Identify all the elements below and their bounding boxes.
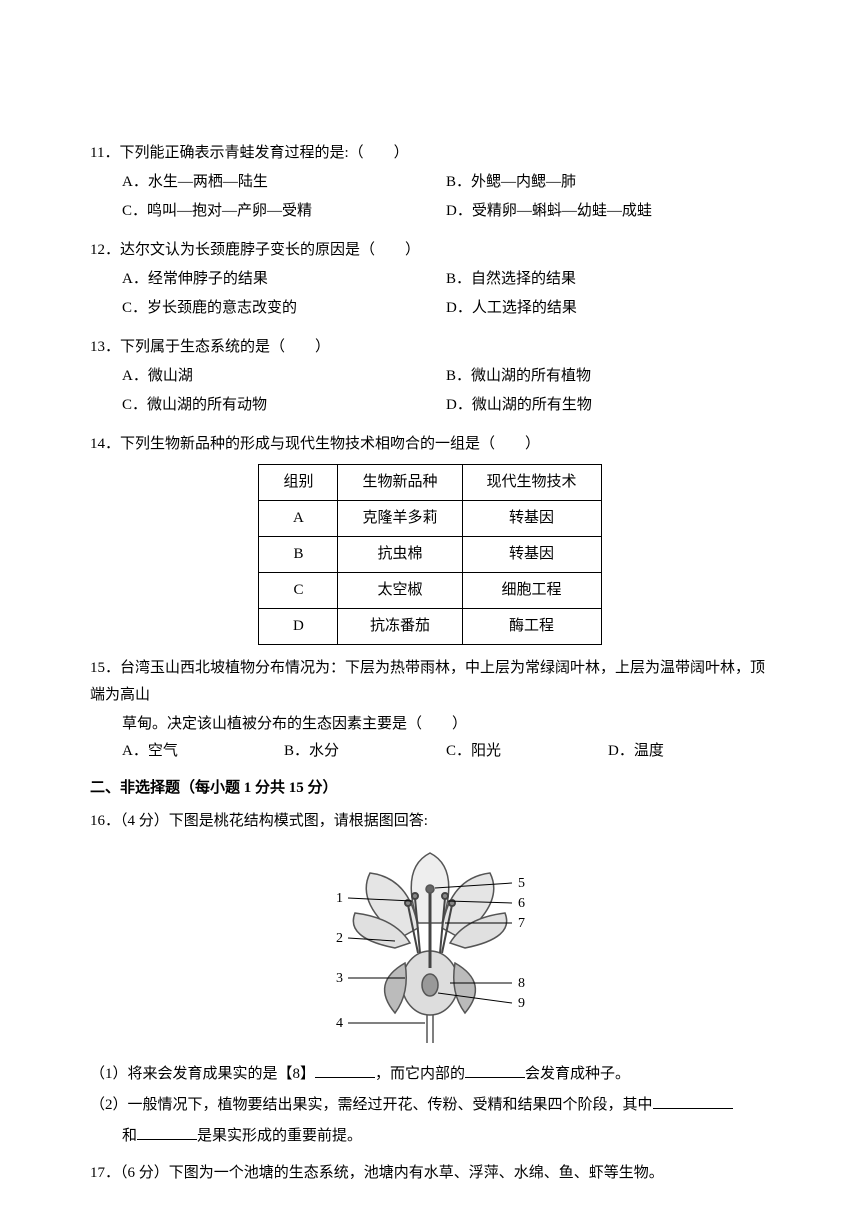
question-16: 16．（4 分）下图是桃花结构模式图，请根据图回答: bbox=[90, 808, 770, 1150]
q11-opt-b: B．外鳃—内鳃—肺 bbox=[446, 169, 770, 196]
question-12: 12．达尔文认为长颈鹿脖子变长的原因是（ ） A．经常伸脖子的结果 B．自然选择… bbox=[90, 237, 770, 324]
th-breed: 生物新品种 bbox=[338, 465, 462, 501]
label-6: 6 bbox=[518, 896, 525, 911]
q15-opt-b: B．水分 bbox=[284, 738, 446, 765]
cell: B bbox=[259, 537, 338, 573]
q16-sub2-line2: 和 是果实形成的重要前提。 bbox=[90, 1123, 770, 1150]
blank bbox=[137, 1125, 197, 1140]
q16-sub2b: 和 bbox=[122, 1128, 137, 1144]
q16-sub2c: 是果实形成的重要前提。 bbox=[197, 1128, 362, 1144]
blank bbox=[315, 1063, 375, 1078]
q12-stem: 12．达尔文认为长颈鹿脖子变长的原因是（ ） bbox=[90, 237, 770, 264]
cell: 转基因 bbox=[462, 501, 601, 537]
q15-opt-a: A．空气 bbox=[122, 738, 284, 765]
table-row: B 抗虫棉 转基因 bbox=[259, 537, 601, 573]
table-row: C 太空椒 细胞工程 bbox=[259, 573, 601, 609]
label-5: 5 bbox=[518, 876, 525, 891]
q13-opt-b: B．微山湖的所有植物 bbox=[446, 363, 770, 390]
q15-opt-c: C．阳光 bbox=[446, 738, 608, 765]
th-group: 组别 bbox=[259, 465, 338, 501]
blank bbox=[465, 1063, 525, 1078]
table-row: 组别 生物新品种 现代生物技术 bbox=[259, 465, 601, 501]
q16-sub1c: 会发育成种子。 bbox=[525, 1066, 630, 1082]
q12-opt-c: C．岁长颈鹿的意志改变的 bbox=[122, 295, 446, 322]
q16-sub1b: ，而它内部的 bbox=[375, 1066, 465, 1082]
cell: 转基因 bbox=[462, 537, 601, 573]
flower-diagram: 1 2 3 4 5 6 7 8 9 bbox=[300, 843, 560, 1053]
table-row: A 克隆羊多莉 转基因 bbox=[259, 501, 601, 537]
q12-opt-d: D．人工选择的结果 bbox=[446, 295, 770, 322]
th-tech: 现代生物技术 bbox=[462, 465, 601, 501]
q11-options: A．水生—两栖—陆生 B．外鳃—内鳃—肺 C．鸣叫—抱对—产卵—受精 D．受精卵… bbox=[90, 169, 770, 227]
question-15: 15．台湾玉山西北坡植物分布情况为：下层为热带雨林，中上层为常绿阔叶林，上层为温… bbox=[90, 655, 770, 765]
q14-table-wrap: 组别 生物新品种 现代生物技术 A 克隆羊多莉 转基因 B 抗虫棉 转基因 C … bbox=[90, 464, 770, 645]
q16-sub1: （1）将来会发育成果实的是【8】 ，而它内部的 会发育成种子。 bbox=[90, 1061, 770, 1088]
label-7: 7 bbox=[518, 916, 525, 931]
q11-opt-c: C．鸣叫—抱对—产卵—受精 bbox=[122, 198, 446, 225]
flower-diagram-wrap: 1 2 3 4 5 6 7 8 9 bbox=[90, 843, 770, 1053]
label-9: 9 bbox=[518, 996, 525, 1011]
label-8: 8 bbox=[518, 976, 525, 991]
blank bbox=[653, 1094, 733, 1109]
label-1: 1 bbox=[336, 891, 343, 906]
cell: 抗冻番茄 bbox=[338, 609, 462, 645]
q16-sub2a: （2）一般情况下，植物要结出果实，需经过开花、传粉、受精和结果四个阶段，其中 bbox=[90, 1097, 653, 1113]
q13-options: A．微山湖 B．微山湖的所有植物 C．微山湖的所有动物 D．微山湖的所有生物 bbox=[90, 363, 770, 421]
q11-stem: 11．下列能正确表示青蛙发育过程的是:（ ） bbox=[90, 140, 770, 167]
label-2: 2 bbox=[336, 931, 343, 946]
q13-stem: 13．下列属于生态系统的是（ ） bbox=[90, 334, 770, 361]
question-17: 17．（6 分）下图为一个池塘的生态系统，池塘内有水草、浮萍、水绵、鱼、虾等生物… bbox=[90, 1160, 770, 1187]
cell: 太空椒 bbox=[338, 573, 462, 609]
q16-sub2: （2）一般情况下，植物要结出果实，需经过开花、传粉、受精和结果四个阶段，其中 bbox=[90, 1092, 770, 1119]
cell: 克隆羊多莉 bbox=[338, 501, 462, 537]
label-3: 3 bbox=[336, 971, 343, 986]
q14-table: 组别 生物新品种 现代生物技术 A 克隆羊多莉 转基因 B 抗虫棉 转基因 C … bbox=[258, 464, 601, 645]
question-13: 13．下列属于生态系统的是（ ） A．微山湖 B．微山湖的所有植物 C．微山湖的… bbox=[90, 334, 770, 421]
cell: D bbox=[259, 609, 338, 645]
cell: C bbox=[259, 573, 338, 609]
section-2-title: 二、非选择题（每小题 1 分共 15 分） bbox=[90, 780, 338, 796]
question-11: 11．下列能正确表示青蛙发育过程的是:（ ） A．水生—两栖—陆生 B．外鳃—内… bbox=[90, 140, 770, 227]
q15-options: A．空气 B．水分 C．阳光 D．温度 bbox=[90, 738, 770, 765]
section-2-header: 二、非选择题（每小题 1 分共 15 分） bbox=[90, 775, 770, 802]
q15-opt-d: D．温度 bbox=[608, 738, 770, 765]
cell: 酶工程 bbox=[462, 609, 601, 645]
q13-opt-a: A．微山湖 bbox=[122, 363, 446, 390]
q12-opt-b: B．自然选择的结果 bbox=[446, 266, 770, 293]
q16-sub1a: （1）将来会发育成果实的是【8】 bbox=[90, 1066, 315, 1082]
q15-stem: 15．台湾玉山西北坡植物分布情况为：下层为热带雨林，中上层为常绿阔叶林，上层为温… bbox=[90, 655, 770, 709]
question-14: 14．下列生物新品种的形成与现代生物技术相吻合的一组是（ ） 组别 生物新品种 … bbox=[90, 431, 770, 645]
q16-stem: 16．（4 分）下图是桃花结构模式图，请根据图回答: bbox=[90, 808, 770, 835]
label-4: 4 bbox=[336, 1016, 343, 1031]
q14-stem: 14．下列生物新品种的形成与现代生物技术相吻合的一组是（ ） bbox=[90, 431, 770, 458]
q12-options: A．经常伸脖子的结果 B．自然选择的结果 C．岁长颈鹿的意志改变的 D．人工选择… bbox=[90, 266, 770, 324]
q15-stem2: 草甸。决定该山植被分布的生态因素主要是（ ） bbox=[90, 711, 770, 738]
q12-opt-a: A．经常伸脖子的结果 bbox=[122, 266, 446, 293]
cell: 细胞工程 bbox=[462, 573, 601, 609]
q13-opt-d: D．微山湖的所有生物 bbox=[446, 392, 770, 419]
table-row: D 抗冻番茄 酶工程 bbox=[259, 609, 601, 645]
q17-stem: 17．（6 分）下图为一个池塘的生态系统，池塘内有水草、浮萍、水绵、鱼、虾等生物… bbox=[90, 1160, 770, 1187]
cell: 抗虫棉 bbox=[338, 537, 462, 573]
q11-opt-d: D．受精卵—蝌蚪—幼蛙—成蛙 bbox=[446, 198, 770, 225]
q13-opt-c: C．微山湖的所有动物 bbox=[122, 392, 446, 419]
q11-opt-a: A．水生—两栖—陆生 bbox=[122, 169, 446, 196]
cell: A bbox=[259, 501, 338, 537]
